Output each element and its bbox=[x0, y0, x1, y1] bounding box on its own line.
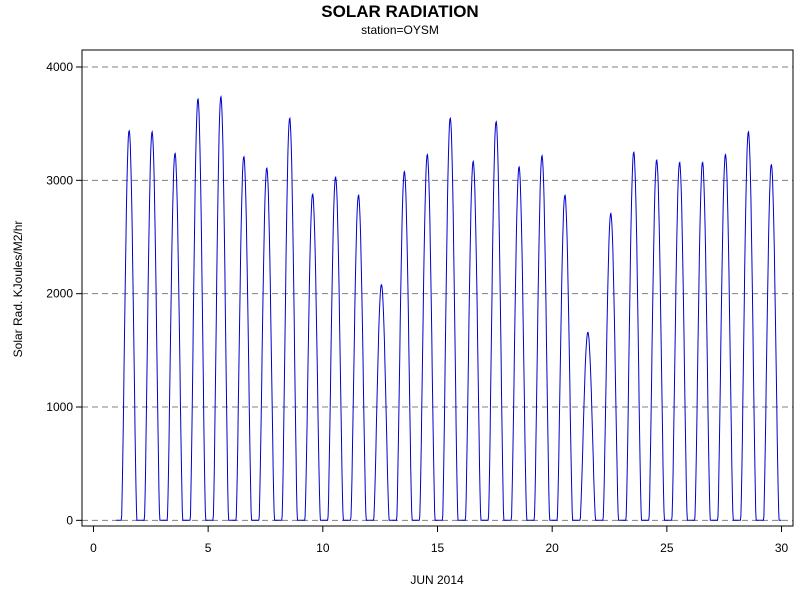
y-axis-label: Solar Rad. KJoules/M2/hr bbox=[11, 221, 25, 358]
x-tick-label: 30 bbox=[775, 541, 789, 555]
x-tick-label: 15 bbox=[431, 541, 445, 555]
y-tick-label: 3000 bbox=[46, 173, 73, 187]
plot-frame bbox=[81, 49, 794, 527]
x-tick-label: 10 bbox=[316, 541, 330, 555]
x-tick-label: 5 bbox=[205, 541, 212, 555]
x-axis-ticks: 0 5 10 15 20 25 30 bbox=[90, 526, 789, 555]
y-tick-label: 4000 bbox=[46, 60, 73, 74]
y-tick-label: 1000 bbox=[46, 400, 73, 414]
x-tick-label: 20 bbox=[545, 541, 559, 555]
chart-title: SOLAR RADIATION bbox=[321, 2, 478, 21]
series-line bbox=[116, 95, 782, 521]
y-axis-ticks: 0 1000 2000 3000 4000 bbox=[46, 60, 82, 527]
y-tick-label: 0 bbox=[66, 513, 73, 527]
x-axis-label: JUN 2014 bbox=[410, 573, 464, 587]
y-tick-label: 2000 bbox=[46, 287, 73, 301]
chart-subtitle: station=OYSM bbox=[361, 23, 439, 37]
x-tick-label: 0 bbox=[90, 541, 97, 555]
x-tick-label: 25 bbox=[660, 541, 674, 555]
gridlines bbox=[82, 66, 793, 521]
